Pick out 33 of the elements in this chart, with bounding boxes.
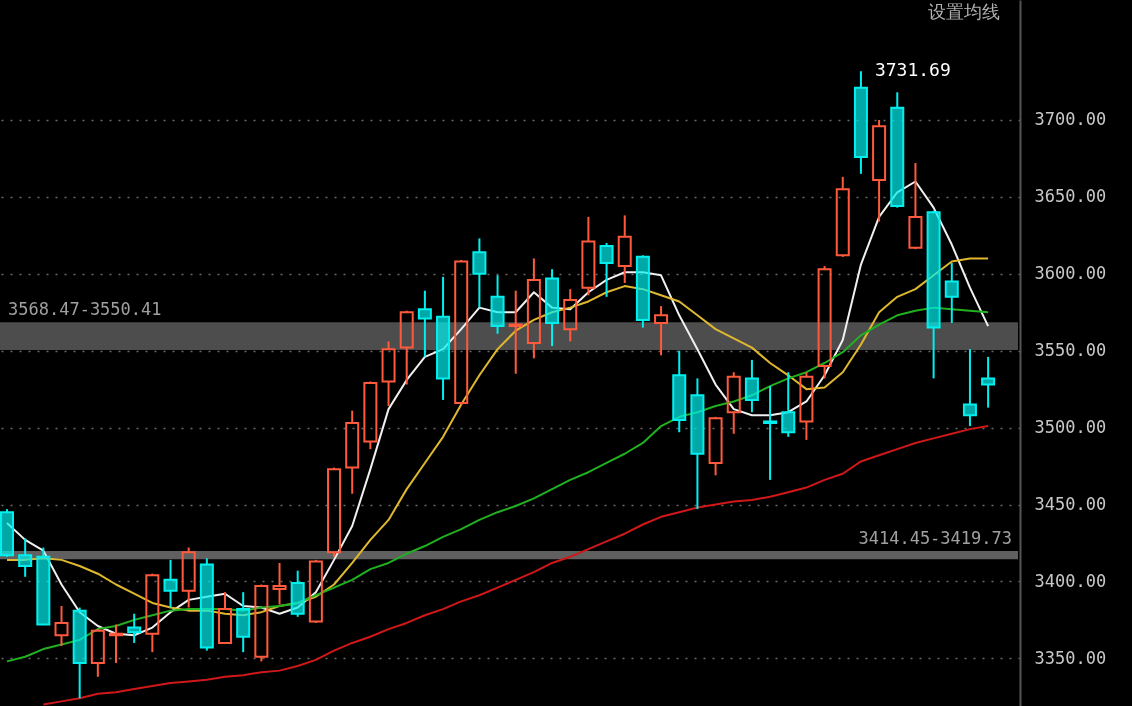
band-label: 3568.47-3550.41	[8, 299, 162, 320]
candlestick	[236, 591, 251, 654]
candlestick	[163, 558, 178, 609]
candlestick	[526, 257, 541, 360]
annotation: 设置均线	[928, 1, 1000, 22]
candlestick	[617, 214, 632, 285]
y-tick-label: 3400.00	[1034, 570, 1107, 591]
y-tick-label: 3550.00	[1034, 340, 1107, 361]
candlestick	[54, 605, 69, 648]
candlestick	[18, 537, 33, 578]
candlestick	[763, 385, 778, 481]
candlestick	[272, 561, 287, 606]
candlestick	[472, 237, 487, 309]
y-tick-label: 3600.00	[1034, 263, 1107, 284]
candlestick	[981, 355, 996, 409]
y-tick-label: 3350.00	[1034, 647, 1107, 668]
candlestick	[490, 274, 505, 335]
candlestick	[508, 289, 523, 375]
y-tick-label: 3700.00	[1034, 109, 1107, 130]
candlestick	[109, 623, 124, 664]
candlestick	[690, 377, 705, 511]
candlestick	[853, 70, 868, 175]
candlestick	[962, 348, 977, 428]
candlestick	[127, 612, 142, 644]
band-label: 3414.45-3419.73	[858, 528, 1012, 549]
y-tick-label: 3500.00	[1034, 417, 1107, 438]
annotation: 3731.69	[874, 59, 951, 81]
candlestick	[381, 340, 396, 408]
candlestick	[944, 262, 959, 325]
y-tick-label: 3450.00	[1034, 494, 1107, 515]
candlestick	[436, 275, 451, 401]
candlestick	[417, 289, 432, 358]
y-tick-label: 3650.00	[1034, 186, 1107, 207]
